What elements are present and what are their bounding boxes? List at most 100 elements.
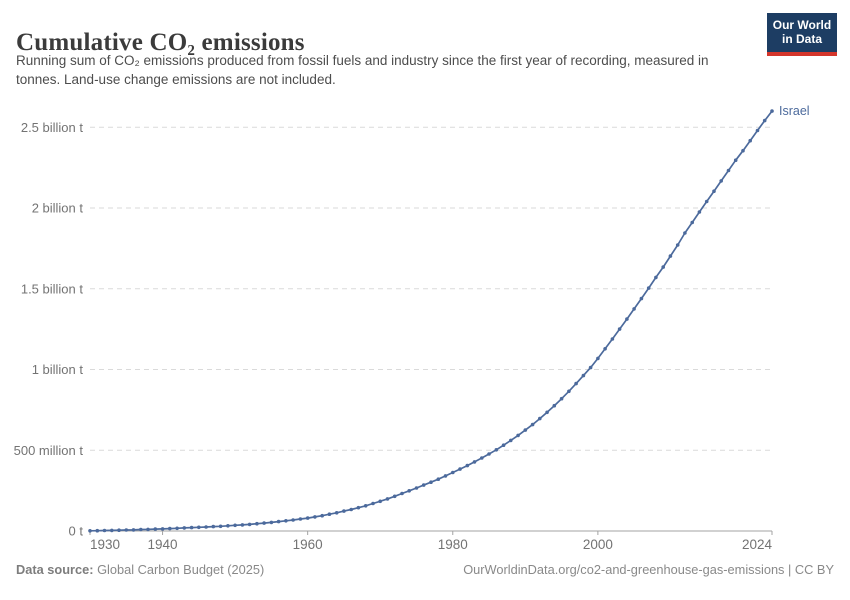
data-point[interactable] <box>385 497 390 501</box>
data-point[interactable] <box>451 470 455 475</box>
data-point[interactable] <box>233 523 237 528</box>
data-source[interactable]: Data source: Global Carbon Budget (2025) <box>16 562 264 577</box>
citation-link[interactable]: OurWorldinData.org/co2-and-greenhouse-ga… <box>463 562 834 577</box>
data-point[interactable] <box>255 521 259 526</box>
data-point[interactable] <box>146 527 150 532</box>
data-point[interactable] <box>472 460 477 464</box>
data-point[interactable] <box>661 265 665 269</box>
data-point[interactable] <box>748 138 752 143</box>
data-point[interactable] <box>552 403 557 408</box>
data-point[interactable] <box>516 433 520 438</box>
data-point[interactable] <box>392 494 397 499</box>
data-point[interactable] <box>458 467 462 471</box>
data-point[interactable] <box>603 347 607 351</box>
data-point[interactable] <box>675 243 680 247</box>
data-point[interactable] <box>334 511 339 515</box>
data-point[interactable] <box>400 491 404 496</box>
data-point[interactable] <box>530 422 535 427</box>
data-point[interactable] <box>269 520 274 525</box>
series-line[interactable] <box>89 110 773 532</box>
data-point[interactable] <box>704 199 709 204</box>
data-point[interactable] <box>88 529 92 533</box>
data-point[interactable] <box>378 499 383 504</box>
data-point[interactable] <box>588 365 593 370</box>
data-point[interactable] <box>683 231 687 235</box>
data-point[interactable] <box>160 527 165 531</box>
data-point[interactable] <box>320 513 325 518</box>
data-point[interactable] <box>182 526 187 530</box>
data-point[interactable] <box>189 525 194 530</box>
data-point[interactable] <box>218 524 223 529</box>
data-point[interactable] <box>668 254 673 258</box>
data-point[interactable] <box>407 489 412 493</box>
series-label-israel[interactable]: Israel <box>779 104 810 118</box>
data-point[interactable] <box>262 521 266 525</box>
data-point[interactable] <box>697 210 702 214</box>
data-point[interactable] <box>124 528 129 532</box>
data-point[interactable] <box>654 275 658 280</box>
data-point[interactable] <box>327 512 332 516</box>
data-point[interactable] <box>726 168 731 173</box>
data-point[interactable] <box>639 296 644 301</box>
data-point[interactable] <box>247 522 252 527</box>
data-point[interactable] <box>168 526 172 531</box>
data-point[interactable] <box>298 517 303 521</box>
data-point[interactable] <box>117 528 121 532</box>
data-point[interactable] <box>617 327 622 331</box>
data-point[interactable] <box>356 505 361 510</box>
data-point[interactable] <box>574 381 578 386</box>
data-point[interactable] <box>240 523 245 527</box>
data-point[interactable] <box>110 528 114 533</box>
data-point[interactable] <box>596 356 600 361</box>
data-point[interactable] <box>429 480 433 485</box>
data-point[interactable] <box>625 317 629 321</box>
data-point[interactable] <box>421 483 426 487</box>
data-point[interactable] <box>465 463 470 468</box>
data-point[interactable] <box>712 189 716 193</box>
data-point[interactable] <box>610 337 615 341</box>
data-point[interactable] <box>545 410 549 415</box>
data-point[interactable] <box>690 220 694 225</box>
data-point[interactable] <box>741 148 745 153</box>
data-point[interactable] <box>501 443 506 448</box>
data-point[interactable] <box>480 456 484 460</box>
data-point[interactable] <box>371 501 375 506</box>
data-point[interactable] <box>487 452 491 456</box>
data-point[interactable] <box>349 507 354 512</box>
data-point[interactable] <box>363 504 368 508</box>
data-point[interactable] <box>762 118 767 123</box>
data-point[interactable] <box>226 524 230 528</box>
data-point[interactable] <box>153 527 158 531</box>
data-point[interactable] <box>632 307 636 311</box>
data-point[interactable] <box>559 396 564 401</box>
owid-logo[interactable]: Our World in Data <box>767 13 837 56</box>
data-point[interactable] <box>646 286 651 290</box>
data-point[interactable] <box>509 438 513 443</box>
data-point[interactable] <box>770 109 774 113</box>
data-point[interactable] <box>284 519 288 523</box>
data-point[interactable] <box>131 528 136 532</box>
data-point[interactable] <box>95 528 100 533</box>
data-point[interactable] <box>175 526 179 531</box>
data-point[interactable] <box>342 509 346 513</box>
data-point[interactable] <box>197 525 201 530</box>
data-point[interactable] <box>204 525 208 529</box>
data-point[interactable] <box>755 128 760 133</box>
data-point[interactable] <box>436 477 441 482</box>
data-point[interactable] <box>567 389 571 394</box>
data-point[interactable] <box>733 158 738 162</box>
data-point[interactable] <box>313 515 317 519</box>
data-point[interactable] <box>139 527 143 532</box>
data-point[interactable] <box>276 519 281 524</box>
data-point[interactable] <box>102 528 107 533</box>
data-point[interactable] <box>305 516 310 520</box>
data-point[interactable] <box>494 448 499 452</box>
data-point[interactable] <box>291 518 295 522</box>
data-point[interactable] <box>538 416 542 421</box>
data-point[interactable] <box>523 428 528 432</box>
data-point[interactable] <box>414 486 419 490</box>
data-point[interactable] <box>443 474 448 478</box>
data-point[interactable] <box>211 524 216 529</box>
data-point[interactable] <box>719 179 723 183</box>
